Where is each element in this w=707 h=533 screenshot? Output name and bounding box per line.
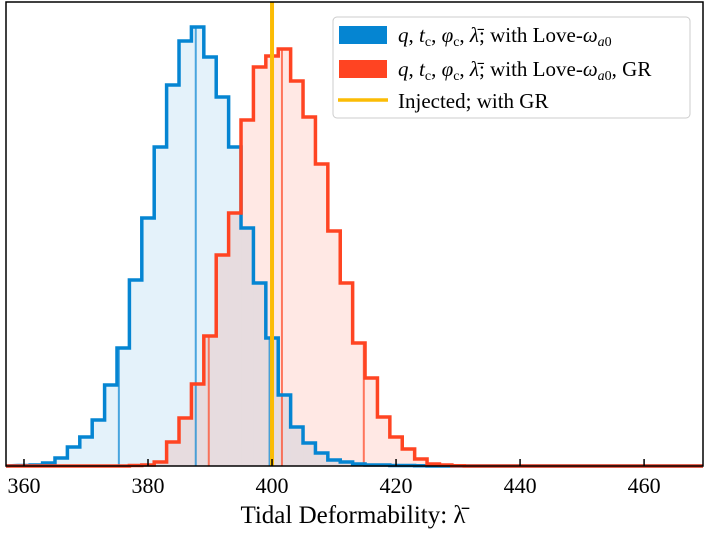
bar-series1-bin17 xyxy=(228,213,242,466)
bar-series1-bin16 xyxy=(216,255,229,466)
bar-series0-bin16 xyxy=(216,97,229,466)
bar-series1-bin19 xyxy=(253,67,266,466)
plot-frame xyxy=(5,1,704,467)
x-tick-label: 400 xyxy=(256,473,289,498)
bar-series0-bin7 xyxy=(104,385,117,466)
bar-series0-bin23 xyxy=(303,443,316,466)
bar-series0-bin5 xyxy=(79,437,93,466)
bar-series1-bin31 xyxy=(402,449,415,466)
bar-series0-bin11 xyxy=(154,147,167,466)
bar-series1-bin26 xyxy=(340,283,353,466)
x-axis: 360 380 400 420 440 460 xyxy=(7,459,661,498)
bar-series0-bin12 xyxy=(166,85,180,466)
x-tick-label: 380 xyxy=(132,473,165,498)
legend-box xyxy=(332,16,691,119)
bar-series0-bin9 xyxy=(129,280,142,466)
bar-series1-bin12 xyxy=(166,442,180,466)
legend: q, tc, φc, λ̄; with Love-ωa0 q, tc, φc, λ… xyxy=(332,16,691,119)
x-tick-label: 460 xyxy=(628,473,661,498)
legend-label-0: q, tc, φc, λ̄; with Love-ωa0 xyxy=(398,23,612,50)
bar-series1-bin18 xyxy=(241,120,254,466)
x-tick-label: 360 xyxy=(7,473,40,498)
bar-series0-bin24 xyxy=(315,453,328,466)
bar-series1-bin23 xyxy=(303,117,316,466)
bar-series1-bin13 xyxy=(179,418,192,466)
bar-series1-bin21 xyxy=(278,49,291,466)
legend-swatch-0 xyxy=(339,26,387,44)
bar-series1-bin22 xyxy=(290,81,304,466)
bar-series1-bin11 xyxy=(154,462,167,466)
bar-series1-bin28 xyxy=(365,378,378,466)
bar-series0-bin3 xyxy=(54,458,68,466)
bar-series1-bin15 xyxy=(203,336,217,466)
legend-label-2: Injected; with GR xyxy=(398,89,548,113)
bar-series0-bin18 xyxy=(241,228,254,466)
bar-series0-bin10 xyxy=(141,218,155,466)
x-tick-label: 440 xyxy=(504,473,537,498)
bar-series0-bin19 xyxy=(253,283,266,466)
bar-series1-bin25 xyxy=(327,231,341,466)
bar-series0-bin13 xyxy=(179,41,192,466)
bar-series1-bin32 xyxy=(414,459,428,466)
bar-series0-bin17 xyxy=(228,147,242,466)
bar-series0-bin22 xyxy=(290,427,304,466)
x-tick-label: 420 xyxy=(380,473,413,498)
bar-series0-bin26 xyxy=(340,462,353,466)
bar-series0-bin25 xyxy=(327,460,341,466)
legend-swatch-1 xyxy=(339,60,387,78)
bar-series0-bin4 xyxy=(67,447,80,466)
bar-series1-bin29 xyxy=(377,417,390,466)
bar-series1-bin27 xyxy=(352,343,366,466)
bar-series1-bin24 xyxy=(315,164,328,466)
histogram-fills xyxy=(17,27,465,466)
legend-label-1: q, tc, φc, λ̄; with Love-ωa0, GR xyxy=(398,57,651,84)
bar-series0-bin15 xyxy=(203,57,217,466)
bar-series0-bin8 xyxy=(116,348,130,466)
bar-series0-bin6 xyxy=(92,420,105,466)
bar-series1-bin30 xyxy=(389,437,403,466)
bar-series0-bin14 xyxy=(191,27,204,466)
x-axis-label: Tidal Deformability: λ̄ xyxy=(240,502,469,529)
bar-series1-bin14 xyxy=(191,384,204,466)
